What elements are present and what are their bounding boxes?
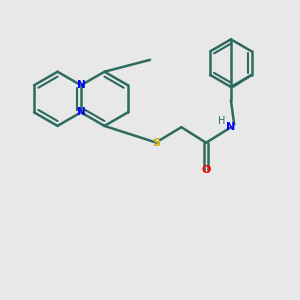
Text: H: H: [218, 116, 225, 126]
Text: N: N: [76, 107, 85, 117]
Text: N: N: [226, 122, 236, 132]
Text: O: O: [202, 165, 211, 175]
Text: S: S: [153, 138, 160, 148]
Text: N: N: [76, 80, 85, 90]
